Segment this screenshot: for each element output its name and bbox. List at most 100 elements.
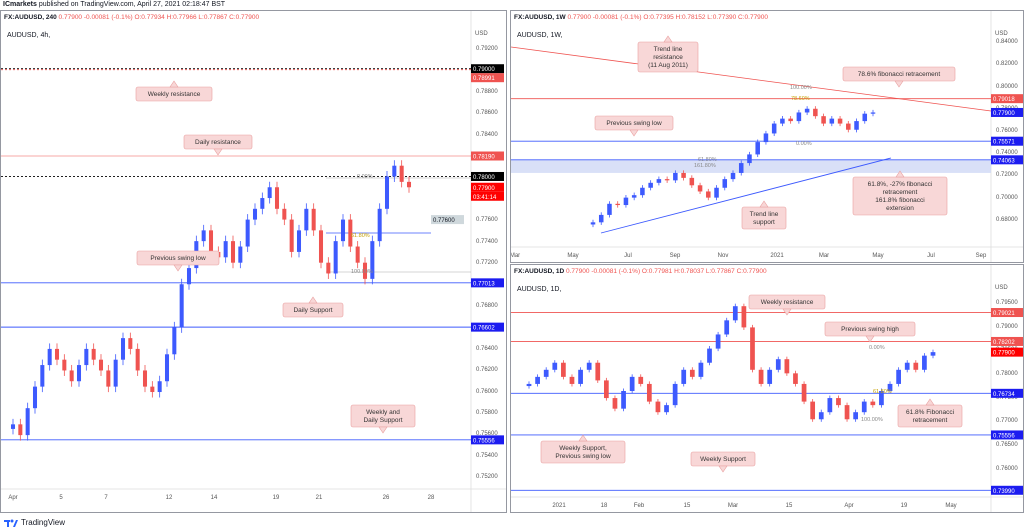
callout-pointer xyxy=(895,170,905,178)
x-tick-label: Jul xyxy=(927,253,935,259)
candle-body xyxy=(612,398,618,409)
candle-body xyxy=(771,123,777,134)
fib-label: 161.80% xyxy=(694,163,716,169)
y-tick-label: 0.76500 xyxy=(996,442,1018,448)
price-tag xyxy=(991,308,1023,318)
price-tag xyxy=(991,430,1023,440)
candle-body xyxy=(355,246,360,263)
callout-text: Trend line xyxy=(654,46,683,53)
fib-label: 61.80% xyxy=(873,389,892,395)
candle-body xyxy=(578,369,583,384)
candle-body xyxy=(238,246,243,263)
y-tick-label: 0.79500 xyxy=(996,300,1018,306)
candle-body xyxy=(106,370,111,387)
callout-pointer xyxy=(308,296,318,304)
candle-body xyxy=(54,348,60,360)
price-tag xyxy=(471,435,504,445)
candle-body xyxy=(750,327,755,370)
candle-body xyxy=(113,359,118,387)
candle-body xyxy=(810,401,816,420)
callout-text: Weekly resistance xyxy=(761,299,814,306)
price-tag xyxy=(991,136,1023,146)
callout-text: Weekly and xyxy=(366,409,400,416)
candle-body xyxy=(40,365,45,387)
chart-4h-svg[interactable]: FX:AUDUSD, 240 0.77900 -0.00081 (-0.1%) … xyxy=(1,11,507,513)
price-tag xyxy=(471,151,504,161)
fib-label: 61.80% xyxy=(698,157,717,163)
callout-text: support xyxy=(753,219,775,226)
candle-body xyxy=(120,338,126,360)
symbol-header: FX:AUDUSD, 1W 0.77900 -0.00081 (-0.1%) O… xyxy=(514,14,768,21)
y-tick-label: 0.77000 xyxy=(996,418,1018,424)
candle-body xyxy=(796,112,802,122)
y-tick-label: 0.77500 xyxy=(996,395,1018,401)
candle-body xyxy=(84,348,89,366)
candle-body xyxy=(638,376,644,384)
candle-body xyxy=(25,408,30,436)
candle-body xyxy=(590,222,596,225)
price-tag xyxy=(991,94,1023,104)
chart-panel-1w[interactable]: FX:AUDUSD, 1W 0.77900 -0.00081 (-0.1%) O… xyxy=(510,10,1024,263)
callout-pointer xyxy=(894,80,904,88)
x-tick-label: 5 xyxy=(59,495,63,501)
candle-body xyxy=(552,362,558,370)
x-tick-label: Jul xyxy=(624,253,632,259)
candle-body xyxy=(697,185,703,192)
callout-text: Previous swing low xyxy=(606,120,662,127)
chart-panel-4h[interactable]: FX:AUDUSD, 240 0.77900 -0.00081 (-0.1%) … xyxy=(0,10,507,513)
candle-body xyxy=(784,359,790,374)
candle-body xyxy=(646,383,652,402)
callout-text: retracement xyxy=(883,189,918,196)
x-tick-label: 19 xyxy=(273,495,280,501)
candle-body xyxy=(296,230,302,252)
candle-body xyxy=(829,118,835,124)
price-tag-label: 0.73990 xyxy=(993,489,1015,495)
y-tick-label: 0.76000 xyxy=(996,128,1018,134)
chart-1w-svg[interactable]: FX:AUDUSD, 1W 0.77900 -0.00081 (-0.1%) O… xyxy=(511,11,1024,263)
candle-body xyxy=(818,412,824,420)
publish-info: published on TradingView.com, April 27, … xyxy=(38,1,226,8)
price-tag-label: 0.76734 xyxy=(993,392,1015,398)
currency-label: USD xyxy=(995,285,1008,291)
price-tag-label: 0.78190 xyxy=(473,155,495,161)
y-tick-label: 0.77200 xyxy=(476,260,498,266)
candle-body xyxy=(377,208,382,242)
callout-text: 78.6% fibonacci retracement xyxy=(858,71,941,78)
price-tag xyxy=(991,388,1023,398)
candle-body xyxy=(535,376,540,384)
trend-line[interactable] xyxy=(600,157,892,234)
fib-label: 100.00% xyxy=(790,85,812,91)
price-tag-label: 0.75571 xyxy=(993,140,1015,146)
price-tag-label: 0.79021 xyxy=(993,311,1015,317)
fib-label: 100.00% xyxy=(351,269,373,275)
x-tick-label: Sep xyxy=(670,253,681,259)
price-tag-label: 0.77600 xyxy=(433,218,455,224)
chart-panel-1d[interactable]: FX:AUDUSD, 1D 0.77900 -0.00081 (-0.1%) O… xyxy=(510,264,1024,513)
y-tick-label: 0.76000 xyxy=(476,389,498,395)
symbol-name: FX:AUDUSD, 1W xyxy=(514,14,567,21)
candle-body xyxy=(879,391,884,406)
candle-body xyxy=(230,241,236,263)
chart-label: AUDUSD, 1D, xyxy=(517,286,561,293)
x-tick-label: 21 xyxy=(316,495,323,501)
trend-line[interactable] xyxy=(511,46,992,112)
candle-body xyxy=(837,118,843,124)
tradingview-logo[interactable]: TradingView xyxy=(4,518,65,527)
x-tick-label: Apr xyxy=(8,495,17,501)
candle-body xyxy=(870,112,876,114)
candle-body xyxy=(775,359,781,370)
chart-1d-svg[interactable]: FX:AUDUSD, 1D 0.77900 -0.00081 (-0.1%) O… xyxy=(511,265,1024,513)
price-tag-label: 0.76602 xyxy=(473,326,495,332)
fib-label: 0.00% xyxy=(869,345,885,351)
symbol-price: 0.77900 xyxy=(567,14,592,21)
price-tag-label: 0.75556 xyxy=(993,433,1015,439)
candle-body xyxy=(763,133,769,143)
x-tick-label: Nov xyxy=(718,253,729,259)
callout-pointer xyxy=(865,335,875,343)
y-tick-label: 0.72000 xyxy=(996,172,1018,178)
callout-text: (11 Aug 2011) xyxy=(648,62,688,69)
candle-body xyxy=(681,369,687,384)
price-tag xyxy=(471,73,504,83)
candle-body xyxy=(267,187,272,199)
candle-body xyxy=(870,401,876,406)
